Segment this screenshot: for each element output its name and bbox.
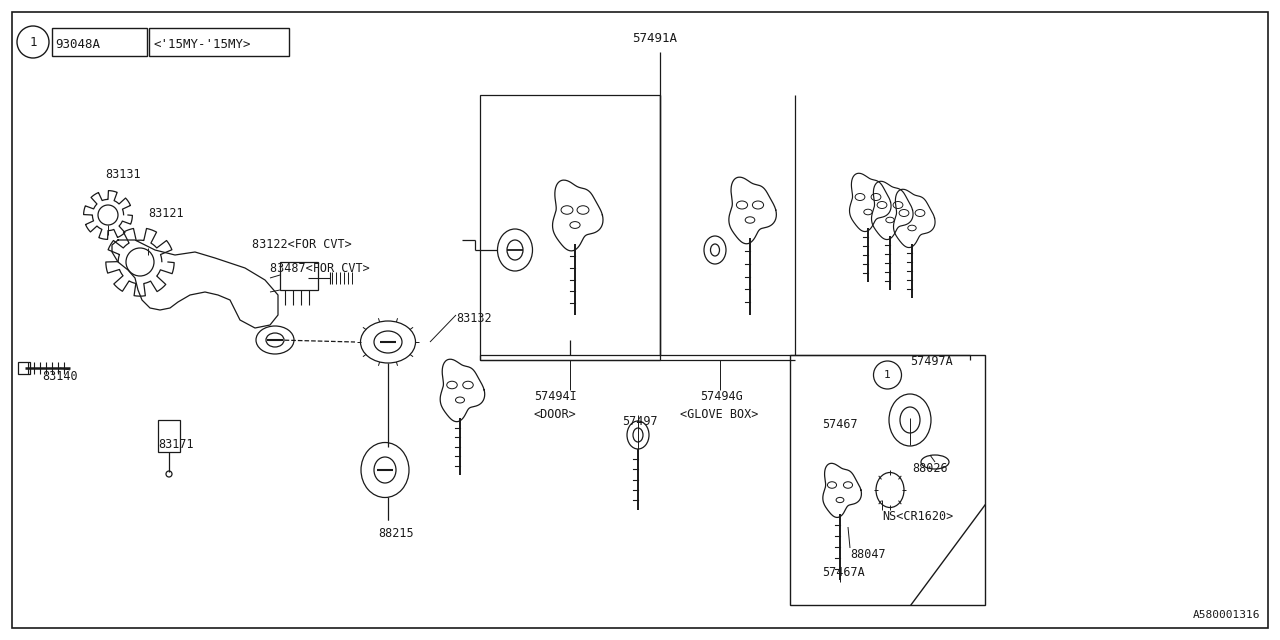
Text: 57497A: 57497A (910, 355, 952, 368)
Bar (148, 28, 289, 56)
Text: 57467A: 57467A (822, 566, 865, 579)
Text: 1: 1 (29, 35, 37, 49)
Text: 57491A: 57491A (632, 32, 677, 45)
Bar (280, 262, 317, 290)
Text: 88047: 88047 (850, 548, 886, 561)
Text: 57494I: 57494I (534, 390, 577, 403)
Text: 83140: 83140 (42, 370, 78, 383)
Text: 57467: 57467 (822, 418, 858, 431)
Bar (480, 95, 660, 360)
Text: 88215: 88215 (378, 527, 413, 540)
Text: 83131: 83131 (105, 168, 141, 181)
Text: 83171: 83171 (157, 438, 193, 451)
Text: 93048A: 93048A (55, 38, 100, 51)
Text: <GLOVE BOX>: <GLOVE BOX> (680, 408, 758, 421)
Bar (18, 362, 29, 374)
Text: 1: 1 (884, 370, 891, 380)
Text: 83487<FOR CVT>: 83487<FOR CVT> (270, 262, 370, 275)
Text: 83132: 83132 (456, 312, 492, 325)
Bar (52, 28, 147, 56)
Bar (157, 420, 180, 452)
Text: 88026: 88026 (911, 462, 947, 475)
Text: <'15MY-'15MY>: <'15MY-'15MY> (154, 38, 251, 51)
Text: 57497: 57497 (622, 415, 658, 428)
Text: A580001316: A580001316 (1193, 610, 1260, 620)
Text: 83121: 83121 (148, 207, 183, 220)
Text: <DOOR>: <DOOR> (534, 408, 577, 421)
Text: NS<CR1620>: NS<CR1620> (882, 510, 954, 523)
Text: 57494G: 57494G (700, 390, 742, 403)
Text: 83122<FOR CVT>: 83122<FOR CVT> (252, 238, 352, 251)
Bar (790, 355, 986, 605)
